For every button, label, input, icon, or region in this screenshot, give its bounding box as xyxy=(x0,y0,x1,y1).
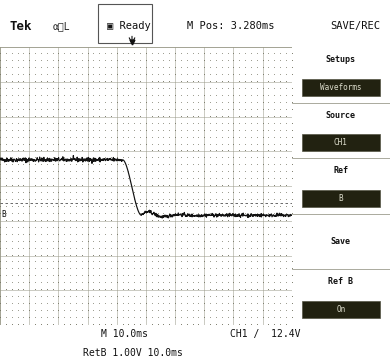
Text: On: On xyxy=(336,305,346,314)
Text: SAVE/REC: SAVE/REC xyxy=(330,21,380,31)
Text: Ref B: Ref B xyxy=(328,278,353,286)
Text: Ref: Ref xyxy=(333,166,348,176)
Text: ⍺⁠L: ⍺⁠L xyxy=(53,21,70,31)
Text: B: B xyxy=(339,194,343,203)
Bar xyxy=(301,134,380,151)
Text: B: B xyxy=(2,210,6,219)
Text: M 10.0ms: M 10.0ms xyxy=(101,330,148,340)
Text: ▣ Ready: ▣ Ready xyxy=(107,21,151,31)
Bar xyxy=(301,301,380,318)
Text: RetB 1.00V 10.0ms: RetB 1.00V 10.0ms xyxy=(83,348,183,358)
Text: M Pos: 3.280ms: M Pos: 3.280ms xyxy=(187,21,275,31)
Bar xyxy=(301,190,380,207)
Text: Waveforms: Waveforms xyxy=(320,83,362,92)
Text: Save: Save xyxy=(331,237,351,246)
Text: Source: Source xyxy=(326,111,356,120)
Text: CH1: CH1 xyxy=(334,138,348,147)
Text: Setups: Setups xyxy=(326,55,356,64)
Text: Tek: Tek xyxy=(10,19,32,33)
Text: CH1 /  12.4V: CH1 / 12.4V xyxy=(230,330,300,340)
Bar xyxy=(301,79,380,96)
